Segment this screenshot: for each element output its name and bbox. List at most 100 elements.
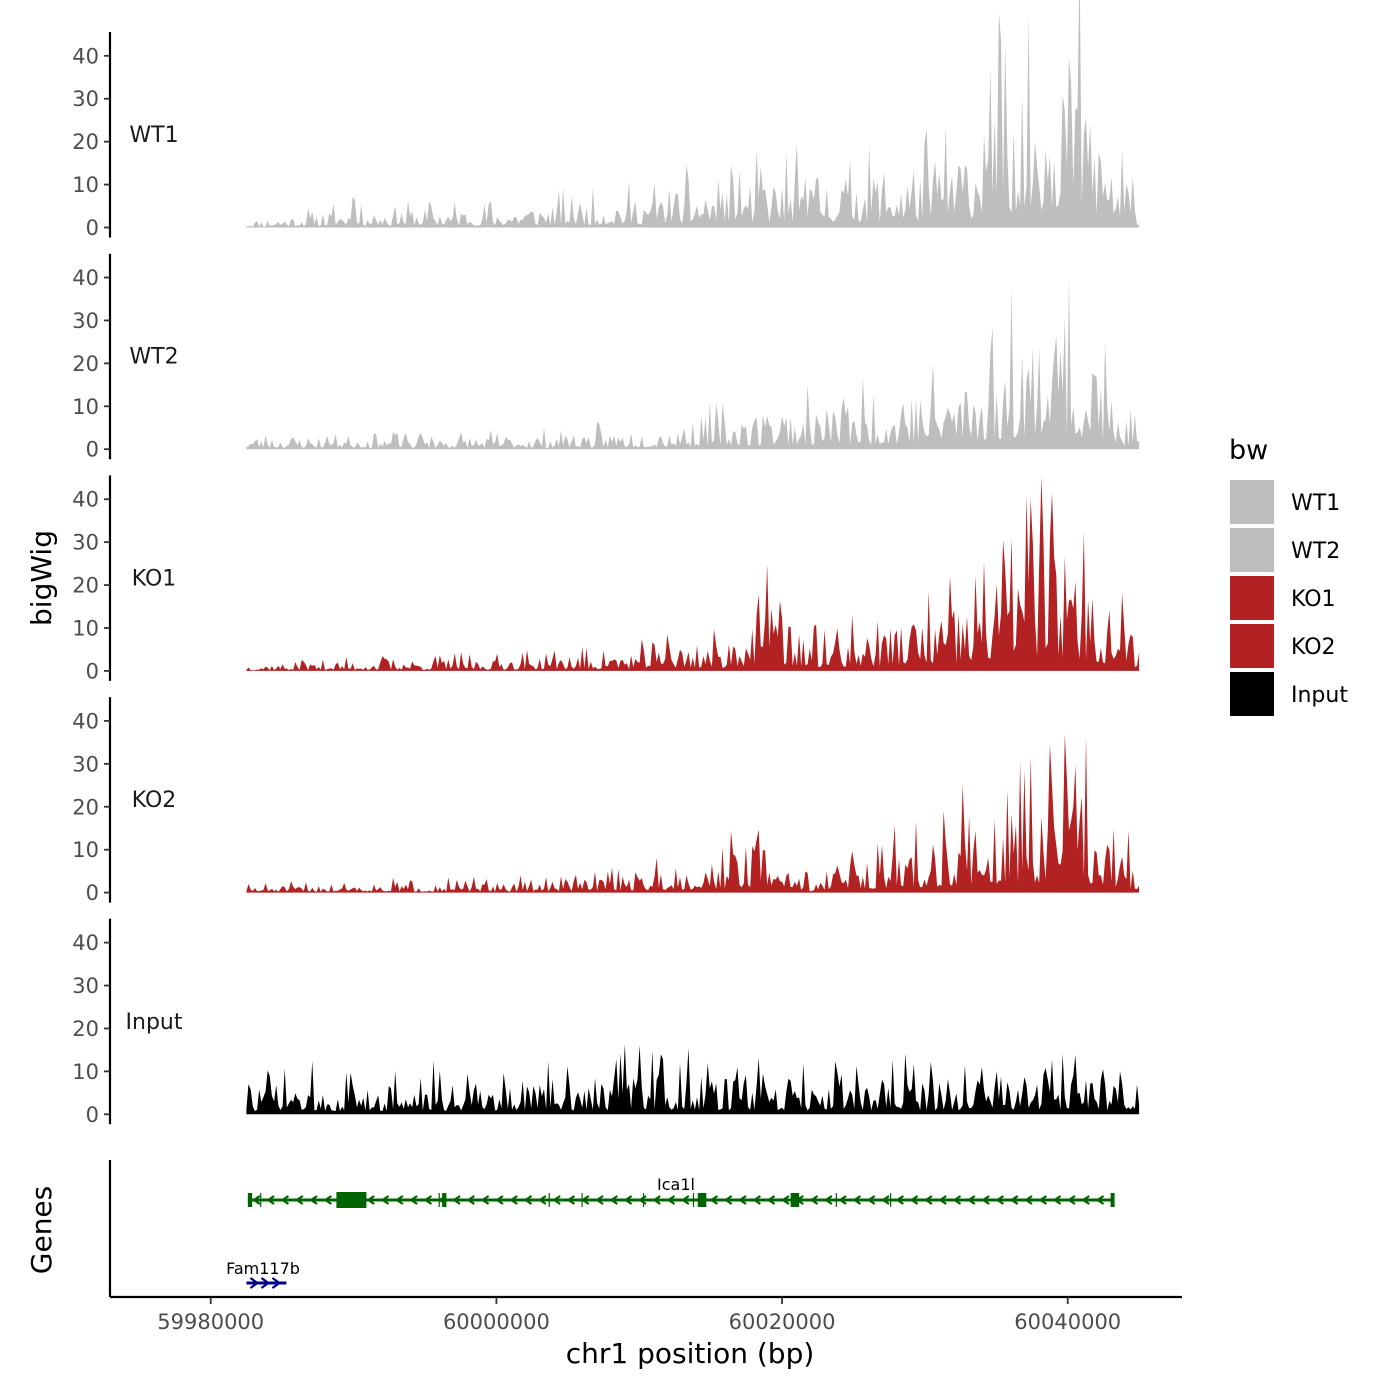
strand-arrow: [666, 1195, 676, 1205]
strand-arrow: [271, 1277, 282, 1289]
y-tick-label: 40: [72, 44, 99, 68]
exon: [1110, 1193, 1115, 1207]
strand-arrow: [1009, 1195, 1019, 1205]
strand-arrow: [609, 1195, 618, 1205]
strand-arrow: [652, 1195, 661, 1205]
exon: [247, 1193, 253, 1207]
strand-arrow: [1081, 1195, 1090, 1205]
strand-arrow: [1095, 1195, 1105, 1205]
track-wt2: 0 10 20 30 40 WT2: [72, 253, 1140, 462]
genes-panel: Genes Ica1l Fam117b: [25, 1160, 1115, 1297]
exon: [442, 1193, 447, 1207]
strand-arrow: [995, 1195, 1005, 1205]
strand-arrow: [380, 1195, 390, 1205]
y-tick-label: 0: [86, 881, 99, 905]
legend-swatch-wt2: [1230, 528, 1274, 572]
y-tick-label: 20: [72, 130, 99, 154]
legend-label: KO1: [1291, 587, 1336, 612]
strand-arrow: [366, 1195, 375, 1205]
strand-arrow: [409, 1195, 418, 1205]
strand-arrow: [494, 1195, 504, 1205]
strand-arrow: [981, 1195, 990, 1205]
y-tick-label: 10: [72, 395, 99, 419]
y-tick-label: 30: [72, 974, 99, 998]
strand-arrow: [709, 1195, 719, 1205]
legend-label: KO2: [1291, 635, 1336, 660]
y-axis-title: bigWig: [25, 530, 58, 626]
strand-arrow: [881, 1195, 890, 1205]
track-wt1: 0 10 20 30 40 WT1: [72, 0, 1140, 240]
gene-label: Fam117b: [226, 1259, 300, 1278]
strand-arrow: [423, 1195, 433, 1205]
strand-arrow: [623, 1195, 633, 1205]
strand-arrow: [552, 1195, 561, 1205]
strand-arrow: [466, 1195, 475, 1205]
strand-arrow: [1024, 1195, 1033, 1205]
track-label: KO2: [132, 788, 177, 813]
coverage-area-wt2: [246, 277, 1140, 450]
strand-arrow: [595, 1195, 604, 1205]
strand-arrow: [909, 1195, 919, 1205]
y-tick-label: 30: [72, 87, 99, 111]
x-axis-title: chr1 position (bp): [566, 1337, 815, 1370]
exon: [336, 1192, 367, 1208]
strand-arrow: [780, 1195, 790, 1205]
exon: [697, 1193, 707, 1207]
track-ko2: 0 10 20 30 40 KO2: [72, 697, 1140, 905]
strand-arrow: [1038, 1195, 1047, 1205]
legend-label: Input: [1291, 683, 1348, 708]
strand-arrow: [1066, 1195, 1076, 1205]
exon: [790, 1193, 800, 1207]
x-tick-label: 60040000: [1014, 1310, 1121, 1334]
y-tick-label: 40: [72, 709, 99, 733]
strand-arrow: [852, 1195, 862, 1205]
strand-arrow: [323, 1195, 332, 1205]
strand-arrow: [309, 1195, 318, 1205]
strand-arrow: [260, 1277, 271, 1289]
coverage-area-wt1: [246, 0, 1140, 228]
strand-arrow: [738, 1195, 747, 1205]
track-label: WT1: [129, 123, 178, 148]
strand-arrow: [452, 1195, 461, 1205]
y-tick-label: 0: [86, 1103, 99, 1127]
strand-arrow: [537, 1195, 547, 1205]
strand-arrow: [809, 1195, 819, 1205]
track-label: KO1: [132, 566, 177, 591]
legend-swatch-ko1: [1230, 576, 1274, 620]
gene-fam117b: Fam117b: [226, 1259, 300, 1289]
strand-arrow: [566, 1195, 576, 1205]
strand-arrow: [480, 1195, 490, 1205]
strand-arrow: [952, 1195, 962, 1205]
strand-arrow: [866, 1195, 876, 1205]
coverage-area-ko2: [246, 733, 1140, 893]
y-tick-label: 40: [72, 266, 99, 290]
gene-ica1l: Ica1l: [247, 1175, 1115, 1208]
strand-arrow: [895, 1195, 904, 1205]
y-tick-label: 30: [72, 531, 99, 555]
y-tick-label: 0: [86, 216, 99, 240]
track-ko1: 0 10 20 30 40 KO1: [72, 475, 1140, 683]
legend-title: bw: [1229, 435, 1268, 466]
track-input: 0 10 20 30 40 Input: [72, 918, 1140, 1127]
y-tick-label: 0: [86, 659, 99, 683]
y-tick-label: 10: [72, 173, 99, 197]
x-tick-label: 60020000: [729, 1310, 836, 1334]
x-tick-label: 60000000: [443, 1310, 550, 1334]
strand-arrow: [266, 1195, 275, 1205]
y-tick-label: 10: [72, 616, 99, 640]
strand-arrow: [280, 1195, 290, 1205]
y-tick-label: 40: [72, 931, 99, 955]
strand-arrow: [394, 1195, 404, 1205]
y-tick-label: 30: [72, 309, 99, 333]
y-tick-label: 0: [86, 438, 99, 462]
track-label: Input: [126, 1010, 183, 1035]
strand-arrow: [580, 1195, 590, 1205]
coverage-area-ko1: [246, 476, 1140, 671]
y-tick-label: 20: [72, 352, 99, 376]
coverage-tracks: 0 10 20 30 40 WT1 0 10 20 30 40 WT2 0 10 20 30 40 KO1 0 10 2…: [72, 0, 1140, 1127]
strand-arrow: [923, 1195, 933, 1205]
strand-arrow: [966, 1195, 976, 1205]
track-label: WT2: [129, 345, 178, 370]
legend-swatch-ko2: [1230, 624, 1274, 668]
